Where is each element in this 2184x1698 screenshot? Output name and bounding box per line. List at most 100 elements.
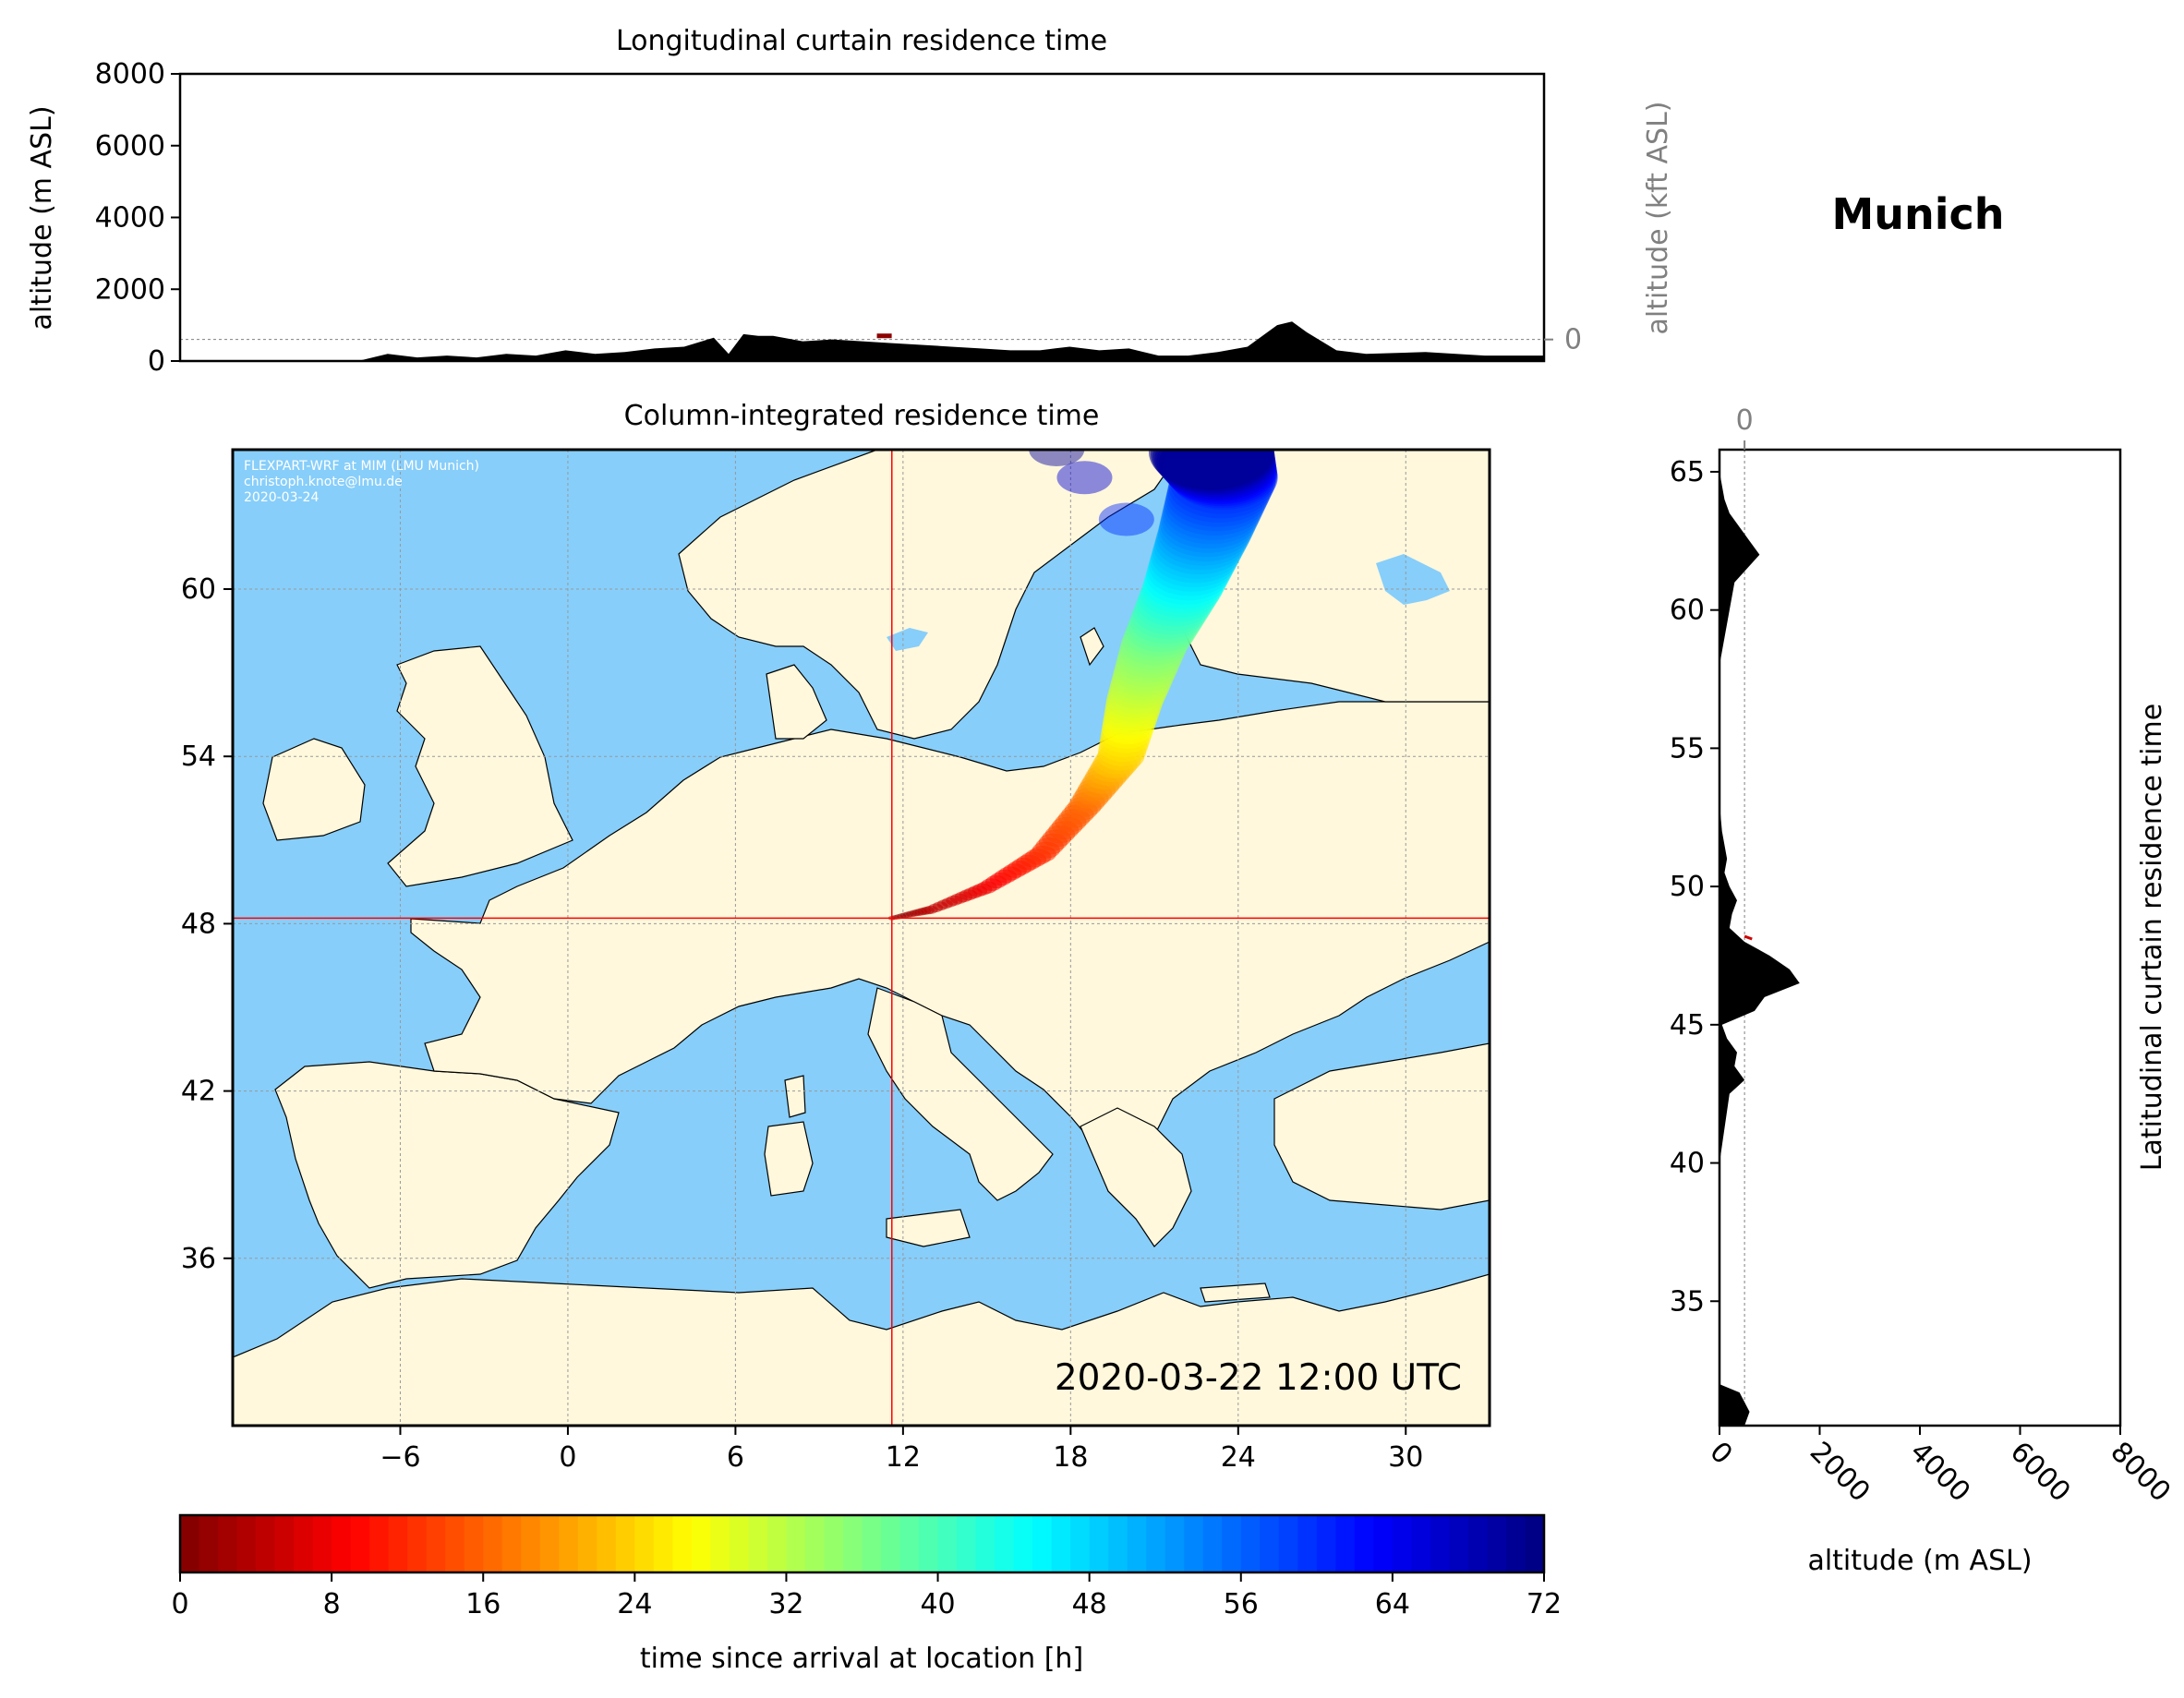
- colorbar-tick-label: 32: [768, 1588, 803, 1620]
- map-x-tick-label: −6: [380, 1441, 420, 1474]
- colorbar-segment: [1164, 1515, 1185, 1572]
- top-y-tick-label: 2000: [95, 273, 165, 306]
- colorbar-segment: [1278, 1515, 1298, 1572]
- right-x-tick-label: 4000: [1903, 1436, 1976, 1509]
- north-africa: [233, 1273, 1490, 1426]
- colorbar-tick-label: 24: [617, 1588, 652, 1620]
- greece: [1080, 1107, 1192, 1247]
- colorbar-segment: [1051, 1515, 1071, 1572]
- colorbar-segment: [842, 1515, 863, 1572]
- colorbar-segment: [312, 1515, 332, 1572]
- right-terrain-profile: [1719, 450, 1800, 1426]
- colorbar-tick-label: 48: [1072, 1588, 1107, 1620]
- colorbar-segment: [236, 1515, 257, 1572]
- map-y-tick-label: 60: [181, 573, 216, 606]
- longitudinal-curtain-panel: Longitudinal curtain residence time 0 200…: [26, 25, 1674, 378]
- colorbar-segment: [824, 1515, 844, 1572]
- colorbar-segment: [294, 1515, 314, 1572]
- colorbar-segment: [729, 1515, 750, 1572]
- colorbar-segment: [1089, 1515, 1109, 1572]
- colorbar-tick-label: 40: [920, 1588, 955, 1620]
- top-y-axis: 0 2000 4000 6000 8000: [95, 58, 180, 378]
- colorbar-segment: [274, 1515, 295, 1572]
- colorbar-segment: [1108, 1515, 1128, 1572]
- top-panel-frame: [178, 72, 1546, 363]
- colorbar-segment: [483, 1515, 503, 1572]
- lake-vanern: [887, 628, 928, 651]
- colorbar-segment: [577, 1515, 597, 1572]
- colorbar-segment: [388, 1515, 408, 1572]
- colorbar-segment: [1316, 1515, 1336, 1572]
- colorbar-segment: [1467, 1515, 1489, 1572]
- colorbar-segment: [350, 1515, 370, 1572]
- scandinavia: [678, 450, 1183, 740]
- sardinia: [764, 1121, 814, 1197]
- right-y-tick-label: 55: [1670, 732, 1705, 765]
- right-x-axis: 0 2000 4000 6000 8000: [1703, 1426, 2177, 1509]
- map-timestamp: 2020-03-22 12:00 UTC: [1055, 1357, 1462, 1399]
- colorbar-segment: [539, 1515, 560, 1572]
- top-y-tick-label: 0: [148, 345, 165, 378]
- trajectory-point: [1029, 450, 1085, 466]
- colorbar-ticks: 0 8 16 24 32 40 48 56 64 72: [171, 1572, 1562, 1620]
- colorbar-segment: [1430, 1515, 1451, 1572]
- colorbar-segment: [1373, 1515, 1394, 1572]
- right-x-tick-label: 2000: [1804, 1436, 1876, 1509]
- colorbar-segment: [256, 1515, 276, 1572]
- right-side-label: Latitudinal curtain residence time: [2136, 704, 2168, 1171]
- colorbar-segment: [407, 1515, 428, 1572]
- station-crosshair: [233, 450, 1490, 1426]
- map-x-axis: −6 0 6 12 18 24 30: [380, 1426, 1423, 1474]
- colorbar: 0 8 16 24 32 40 48 56 64 72 time since arrival at…: [171, 1513, 1562, 1675]
- trajectory-point: [1148, 450, 1274, 490]
- colorbar-segment: [597, 1515, 617, 1572]
- colorbar-segment: [919, 1515, 939, 1572]
- colorbar-segment: [1392, 1515, 1413, 1572]
- colorbar-segment: [1032, 1515, 1053, 1572]
- colorbar-segment: [1146, 1515, 1166, 1572]
- colorbar-segment: [501, 1515, 522, 1572]
- right-xlabel: altitude (m ASL): [1807, 1545, 2032, 1577]
- right-y-tick-label: 65: [1670, 456, 1705, 488]
- colorbar-segment: [672, 1515, 693, 1572]
- colorbar-segment: [464, 1515, 484, 1572]
- map-credit-line-2: christoph.knote@lmu.de: [244, 475, 403, 489]
- colorbar-segment: [995, 1515, 1015, 1572]
- top-panel-title: Longitudinal curtain residence time: [616, 25, 1107, 57]
- right-x-tick-label: 8000: [2104, 1436, 2177, 1509]
- map-x-tick-label: 0: [559, 1441, 576, 1474]
- right-y-tick-label: 40: [1670, 1148, 1705, 1180]
- colorbar-segment: [653, 1515, 673, 1572]
- map-frame: [231, 448, 1491, 1427]
- colorbar-segment: [710, 1515, 730, 1572]
- map-x-tick-label: 24: [1221, 1441, 1256, 1474]
- colorbar-segment: [332, 1515, 352, 1572]
- colorbar-segment: [1202, 1515, 1223, 1572]
- colorbar-segment: [559, 1515, 579, 1572]
- right-y-tick-label: 50: [1670, 871, 1705, 903]
- colorbar-segment: [957, 1515, 977, 1572]
- colorbar-segment: [1297, 1515, 1318, 1572]
- top-y-tick-label: 4000: [95, 202, 165, 235]
- colorbar-segment: [521, 1515, 541, 1572]
- denmark: [766, 664, 827, 740]
- right-y-axis: 35 40 45 50 55 60 65: [1670, 456, 1719, 1318]
- top-ylabel: altitude (m ASL): [26, 105, 58, 330]
- colorbar-segment: [862, 1515, 882, 1572]
- italy: [867, 987, 1054, 1201]
- sicily: [886, 1209, 971, 1247]
- map-x-tick-label: 30: [1388, 1441, 1423, 1474]
- trajectory-point: [1056, 461, 1113, 495]
- colorbar-segment: [937, 1515, 958, 1572]
- map-y-tick-label: 48: [181, 908, 216, 940]
- colorbar-segment: [445, 1515, 465, 1572]
- colorbar-tick-label: 72: [1526, 1588, 1562, 1620]
- colorbar-tick-label: 0: [171, 1588, 188, 1620]
- right-y-tick-label: 60: [1670, 595, 1705, 627]
- map-y-tick-label: 36: [181, 1243, 216, 1275]
- anatolia: [1273, 1042, 1490, 1210]
- right-x2-axis: 050100: [1736, 404, 1754, 450]
- colorbar-segment: [899, 1515, 920, 1572]
